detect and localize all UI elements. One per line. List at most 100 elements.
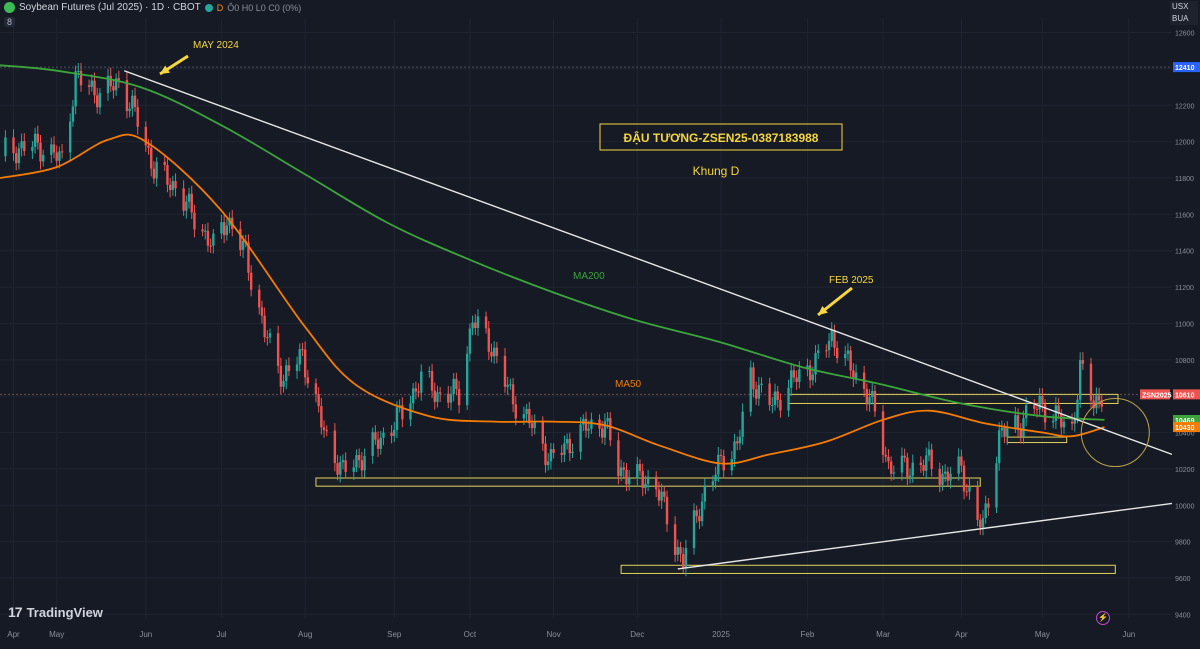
tradingview-logo[interactable]: 17 TradingView	[8, 604, 103, 620]
price-tag	[1173, 422, 1200, 433]
candle	[87, 85, 91, 87]
candle	[617, 440, 620, 477]
candle	[222, 222, 226, 236]
candle	[1095, 395, 1098, 409]
resistance-trendline	[123, 70, 1173, 456]
candle	[60, 151, 64, 153]
brand-label: TradingView	[26, 604, 103, 620]
ma200-line	[0, 64, 1105, 421]
x-tick-label: 2025	[712, 630, 730, 639]
candle	[606, 418, 609, 422]
candle	[39, 142, 42, 162]
candle	[760, 383, 763, 385]
candle	[1000, 427, 1004, 431]
candle	[771, 405, 774, 407]
candle	[193, 212, 196, 230]
candle	[849, 350, 852, 371]
candle	[738, 436, 742, 444]
candle	[960, 456, 963, 466]
lightning-icon[interactable]: ⚡	[1096, 611, 1110, 625]
y-tick-label: 11400	[1175, 249, 1194, 256]
candle	[957, 456, 960, 474]
y-tick-label: 11000	[1175, 321, 1194, 328]
y-tick-label: 11800	[1175, 176, 1194, 183]
price-axis[interactable]: 1260012400122001200011800116001140011200…	[1140, 0, 1200, 644]
x-tick-label: Feb	[801, 630, 815, 639]
candle	[1081, 360, 1085, 364]
candle	[112, 86, 115, 91]
candle	[795, 377, 798, 382]
candle	[644, 483, 647, 488]
support-trendline	[677, 502, 1173, 570]
candle	[109, 75, 112, 87]
candle	[168, 184, 172, 190]
candle	[717, 454, 720, 475]
candle	[965, 491, 968, 493]
indicator-count[interactable]: 8	[4, 17, 16, 27]
menu-item-usx[interactable]: USX	[1172, 2, 1189, 11]
candle	[625, 469, 628, 485]
candle	[492, 347, 496, 357]
x-tick-label: Apr	[7, 630, 20, 639]
candle	[584, 418, 588, 431]
ma50-label: MA50	[615, 379, 642, 390]
candle	[50, 144, 53, 155]
menu-item-bua[interactable]: BUA	[1172, 14, 1189, 23]
candle	[695, 510, 698, 517]
candle	[457, 388, 461, 406]
y-tick-label: 10400	[1175, 431, 1195, 438]
price-tag-label: ZSN2025	[1142, 392, 1172, 399]
moving-averages	[0, 64, 1105, 465]
candle	[360, 460, 364, 471]
candle	[152, 168, 156, 179]
y-tick-label: 10800	[1175, 358, 1195, 365]
candle	[185, 201, 188, 211]
candle	[590, 419, 593, 429]
candle	[987, 503, 990, 508]
candle	[12, 137, 15, 154]
candle	[881, 411, 885, 455]
candle	[1051, 420, 1055, 423]
candle	[941, 473, 944, 485]
candle	[563, 443, 566, 455]
candle	[322, 427, 326, 431]
candle	[568, 439, 571, 454]
candle	[511, 384, 515, 405]
price-tag	[1173, 389, 1200, 400]
candle	[182, 188, 185, 211]
candle	[150, 147, 153, 169]
candle	[887, 456, 890, 462]
candle	[430, 371, 434, 391]
y-tick-label: 9600	[1175, 576, 1191, 583]
symbol-header[interactable]: Soybean Futures (Jul 2025) · 1D · CBOT D…	[4, 2, 301, 13]
ma200-label: MA200	[573, 271, 605, 282]
candle	[636, 464, 639, 479]
top-right-menu[interactable]: USX BUA	[1170, 1, 1198, 25]
candle	[69, 121, 72, 153]
candle	[171, 181, 175, 190]
time-axis[interactable]: Apr May Jun Jul Aug Sep Oct Nov Dec 2025 Feb Mar Apr…	[7, 630, 1135, 639]
title-box	[599, 123, 843, 151]
candles	[4, 63, 1103, 577]
candle	[903, 455, 906, 458]
candle	[155, 161, 158, 179]
symbol-title[interactable]: Soybean Futures (Jul 2025) · 1D · CBOT	[19, 2, 201, 13]
candle	[892, 472, 896, 474]
price-tag-label: 12410	[1175, 65, 1195, 72]
candle	[571, 451, 574, 454]
candle	[533, 421, 536, 429]
candle	[1060, 413, 1063, 428]
candle	[209, 245, 212, 247]
candle	[128, 108, 131, 112]
candle	[287, 365, 291, 371]
x-tick-label: Oct	[464, 630, 477, 639]
candle	[282, 381, 285, 387]
candle	[603, 421, 607, 438]
candle	[131, 95, 134, 109]
candle	[382, 432, 385, 438]
candle	[17, 148, 21, 164]
candle	[1038, 395, 1041, 410]
candle	[830, 329, 833, 341]
